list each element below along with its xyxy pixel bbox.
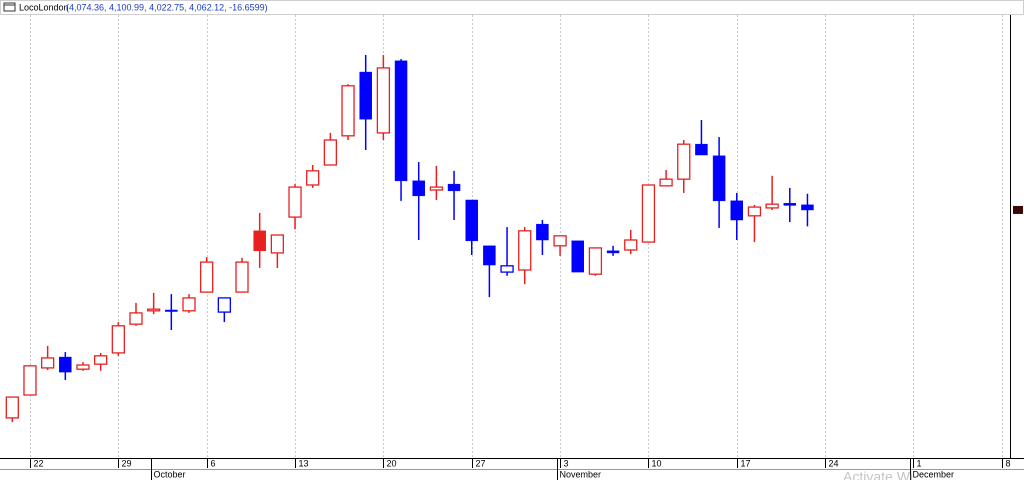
candle-body <box>730 200 744 221</box>
candle-body <box>571 240 584 273</box>
x-tick-label: 17 <box>741 458 751 468</box>
candle-body <box>429 186 444 191</box>
candle-body <box>111 325 125 354</box>
x-tick-label: 24 <box>829 458 839 468</box>
ohlc-label: (4,074.36, 4,100.99, 4,022.75, 4,062.12,… <box>66 2 268 12</box>
x-tick-label: 13 <box>299 458 309 468</box>
candle-body <box>359 71 372 120</box>
candle-body <box>659 178 673 187</box>
candle-body <box>270 234 285 254</box>
candle-body <box>747 206 762 217</box>
x-tick-label: 22 <box>34 458 44 468</box>
candle-body <box>323 139 338 166</box>
candle-body <box>40 357 55 369</box>
candle-body <box>588 247 603 275</box>
candle-body <box>712 155 726 202</box>
candle-body <box>801 204 814 211</box>
candle-body <box>783 203 797 206</box>
window-icon <box>3 2 16 12</box>
candle-body <box>217 297 231 313</box>
candle-body <box>695 143 708 156</box>
x-tick-label: 8 <box>1006 458 1011 468</box>
candle-body <box>376 67 391 134</box>
candle-body <box>412 180 425 197</box>
candle-body <box>59 356 72 373</box>
candle-body <box>253 230 266 252</box>
candle-body <box>518 230 532 271</box>
month-label: December <box>913 469 955 479</box>
x-tick-label: 20 <box>387 458 397 468</box>
x-tick-label: 10 <box>652 458 662 468</box>
x-tick-label: 29 <box>122 458 132 468</box>
last-price-marker <box>1013 205 1023 214</box>
candle-body <box>306 170 320 186</box>
x-tick-label: 6 <box>211 458 216 468</box>
candle-body <box>94 355 108 365</box>
candle-body <box>182 297 196 312</box>
candle-body <box>165 309 178 312</box>
x-tick-label: 27 <box>476 458 486 468</box>
candle-body <box>5 396 19 419</box>
watermark: Activate Wi <box>843 469 913 480</box>
candle-body <box>23 365 37 396</box>
candle-body <box>235 261 249 293</box>
chart-title: LocoLondon <box>19 2 69 12</box>
candle-body <box>394 60 408 182</box>
x-tick-label: 1 <box>917 458 922 468</box>
candle-body <box>606 250 620 254</box>
candle-body <box>447 183 461 192</box>
candle-body <box>641 184 656 243</box>
candle-body <box>500 265 514 273</box>
candle-body <box>536 223 549 241</box>
candle-body <box>129 312 143 325</box>
candle-body <box>288 186 302 218</box>
candle-body <box>624 239 638 251</box>
candle-body <box>483 245 496 266</box>
candle-body <box>76 364 90 370</box>
candle-body <box>200 261 214 293</box>
candle-body <box>553 235 567 247</box>
month-label: October <box>154 469 186 479</box>
candle-body <box>677 143 691 180</box>
candle-body <box>765 203 779 209</box>
candle-body <box>147 308 161 312</box>
month-label: November <box>560 469 602 479</box>
candle-body <box>341 85 355 137</box>
x-tick-label: 3 <box>564 458 569 468</box>
candle-body <box>465 199 478 242</box>
